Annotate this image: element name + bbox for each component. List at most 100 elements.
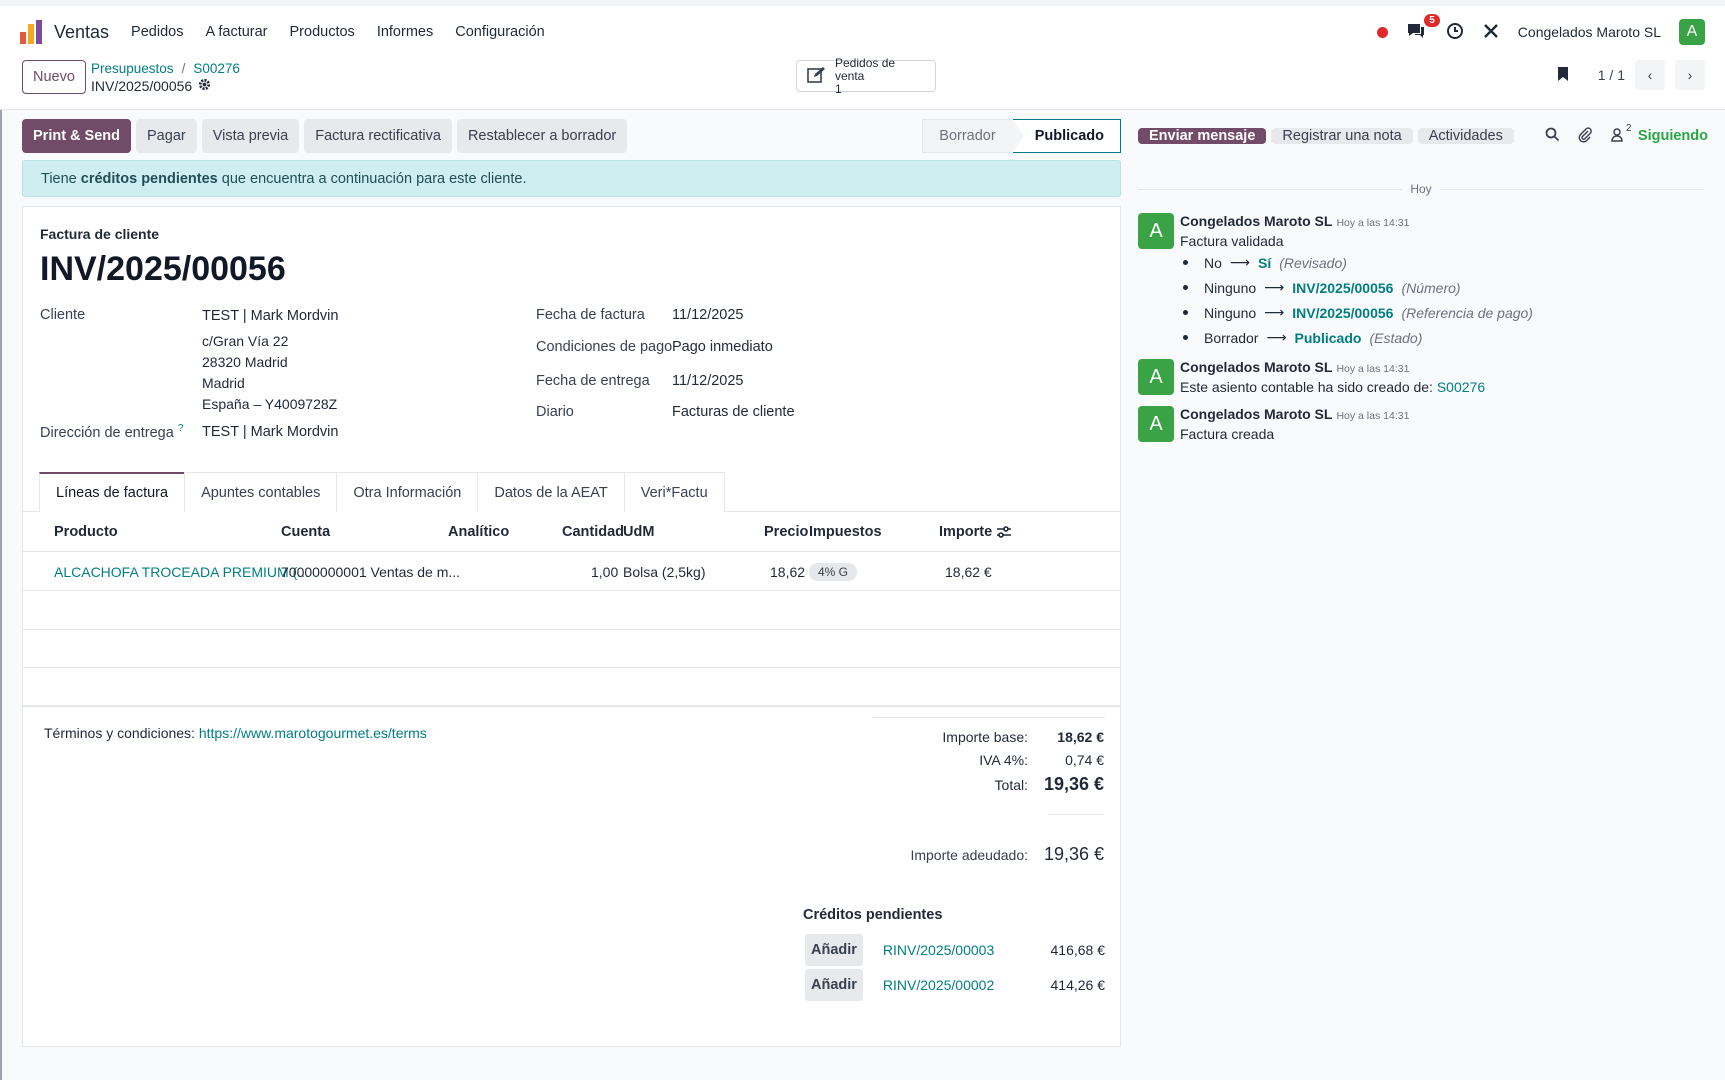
chatter-icons: 2	[1545, 123, 1631, 146]
gear-icon[interactable]	[198, 78, 211, 94]
message-time: Hoy a las 14:31	[1336, 217, 1410, 229]
line-account[interactable]: 70000000001 Ventas de m...	[281, 563, 461, 580]
tools-icon[interactable]	[1482, 22, 1500, 43]
arrow-right-icon: ⟶	[1229, 254, 1250, 270]
empty-row	[23, 668, 1120, 706]
optional-columns-icon[interactable]	[996, 512, 1012, 551]
credit-ref[interactable]: RINV/2025/00002	[882, 977, 995, 993]
breadcrumb-order[interactable]: S00276	[193, 61, 240, 76]
app-logo-icon[interactable]	[20, 20, 44, 44]
new-value: INV/2025/00056	[1292, 279, 1394, 296]
terms-link[interactable]: https://www.marotogourmet.es/terms	[198, 725, 427, 741]
chatter-topbar: Enviar mensaje Registrar una nota Activi…	[1138, 119, 1708, 153]
journal-value[interactable]: Facturas de cliente	[672, 404, 795, 420]
line-price[interactable]: 18,62	[770, 563, 806, 580]
menu-pedidos[interactable]: Pedidos	[131, 24, 184, 40]
add-credit-button[interactable]: Añadir	[805, 934, 863, 966]
message-author[interactable]: Congelados Maroto SL	[1180, 213, 1333, 229]
log-note-button[interactable]: Registrar una nota	[1271, 128, 1413, 144]
user-avatar[interactable]: A	[1679, 19, 1705, 45]
delivery-date-value[interactable]: 11/12/2025	[672, 373, 744, 389]
breadcrumb-presupuestos[interactable]: Presupuestos	[91, 61, 174, 76]
tab-aeat[interactable]: Datos de la AEAT	[477, 472, 625, 512]
line-quantity[interactable]: 1,00	[591, 563, 619, 580]
add-credit-button[interactable]: Añadir	[805, 969, 863, 1001]
col-taxes[interactable]: Impuestos	[809, 523, 882, 540]
top-menu: Pedidos A facturar Productos Informes Co…	[131, 24, 545, 40]
menu-informes[interactable]: Informes	[376, 24, 434, 40]
source-order-link[interactable]: S00276	[1436, 379, 1486, 395]
author-avatar[interactable]: A	[1138, 406, 1174, 442]
status-step-posted[interactable]: Publicado	[1011, 119, 1121, 153]
menu-configuracion[interactable]: Configuración	[455, 24, 545, 40]
tax-value: 0,74 €	[1065, 752, 1104, 768]
credit-ref[interactable]: RINV/2025/00003	[882, 942, 995, 958]
line-taxes[interactable]: 4% G	[809, 553, 858, 590]
new-button[interactable]: Nuevo	[22, 60, 86, 94]
followers-button[interactable]: 2	[1610, 123, 1631, 145]
chatter-message: A Congelados Maroto SL Hoy a las 14:31 Fa…	[1138, 213, 1708, 346]
customer-label: Cliente	[40, 307, 86, 323]
invoice-date-value[interactable]: 11/12/2025	[672, 307, 744, 323]
message-author[interactable]: Congelados Maroto SL	[1180, 406, 1333, 422]
reset-to-draft-button[interactable]: Restablecer a borrador	[456, 119, 628, 153]
activity-clock-icon[interactable]	[1446, 22, 1464, 43]
company-name[interactable]: Congelados Maroto SL	[1517, 24, 1661, 40]
pager-next-button[interactable]: ›	[1675, 60, 1705, 90]
col-quantity[interactable]: Cantidad	[562, 523, 625, 540]
help-icon[interactable]: ?	[177, 423, 184, 434]
line-amount[interactable]: 18,62 €	[945, 563, 992, 580]
col-price[interactable]: Precio	[764, 523, 809, 540]
following-button[interactable]: Siguiendo	[1637, 128, 1708, 144]
pager-value[interactable]: 1 / 1	[1597, 67, 1625, 83]
tab-verifactu[interactable]: Veri*Factu	[623, 472, 725, 512]
line-uom[interactable]: Bolsa (2,5kg)	[623, 563, 706, 580]
menu-productos[interactable]: Productos	[289, 24, 355, 40]
author-avatar[interactable]: A	[1138, 213, 1174, 249]
separator-line	[1138, 189, 1402, 190]
old-value: Ninguno	[1204, 279, 1257, 296]
terms-and-conditions: Términos y condiciones: https://www.maro…	[44, 725, 427, 741]
col-analytic[interactable]: Analítico	[448, 523, 510, 540]
pay-button[interactable]: Pagar	[136, 119, 197, 153]
tab-journal-items[interactable]: Apuntes contables	[184, 472, 338, 512]
payment-terms-value[interactable]: Pago inmediato	[672, 339, 773, 355]
search-icon[interactable]	[1545, 127, 1560, 145]
tracking-change: Ninguno ⟶ INV/2025/00056 (Número)	[1183, 279, 1461, 296]
col-uom[interactable]: UdM	[623, 523, 655, 540]
send-message-button[interactable]: Enviar mensaje	[1138, 128, 1267, 144]
journal-label: Diario	[536, 404, 574, 420]
status-step-draft[interactable]: Borrador	[922, 119, 1013, 153]
customer-link[interactable]: TEST | Mark Mordvin	[202, 308, 339, 324]
delivery-address-label: Dirección de entrega	[40, 424, 174, 441]
total-row: Total: 19,36 €	[908, 774, 1104, 795]
print-send-button[interactable]: Print & Send	[22, 119, 132, 153]
messages-icon[interactable]: 5	[1406, 14, 1440, 42]
bookmark-icon[interactable]	[1556, 66, 1570, 85]
bullet	[1183, 260, 1188, 265]
activities-button[interactable]: Actividades	[1417, 128, 1514, 144]
tax-label: IVA 4%:	[979, 752, 1028, 768]
chevron-left-icon: ‹	[1647, 67, 1653, 83]
pager-previous-button[interactable]: ‹	[1635, 60, 1665, 90]
col-product[interactable]: Producto	[54, 523, 118, 540]
arrow-right-icon: ⟶	[1264, 304, 1285, 320]
col-amount[interactable]: Importe	[939, 523, 993, 540]
recording-dot-icon[interactable]	[1376, 26, 1388, 38]
author-avatar[interactable]: A	[1138, 359, 1174, 395]
tab-invoice-lines[interactable]: Líneas de factura	[39, 472, 186, 512]
delivery-address-link[interactable]: TEST | Mark Mordvin	[202, 424, 339, 440]
paperclip-icon[interactable]	[1578, 126, 1592, 146]
col-account[interactable]: Cuenta	[281, 523, 331, 540]
notebook-tabs: Líneas de factura Apuntes contables Otra…	[39, 472, 725, 512]
bullet	[1183, 310, 1188, 315]
tab-other-info[interactable]: Otra Información	[336, 472, 479, 512]
line-product[interactable]: ALCACHOFA TROCEADA PREMIUM (...	[54, 563, 309, 580]
menu-a-facturar[interactable]: A facturar	[205, 24, 268, 40]
sale-orders-smart-button[interactable]: Pedidos de venta 1	[796, 56, 936, 95]
message-author[interactable]: Congelados Maroto SL	[1180, 359, 1333, 375]
app-name[interactable]: Ventas	[54, 21, 110, 42]
credit-note-button[interactable]: Factura rectificativa	[304, 119, 452, 153]
table-row[interactable]: ALCACHOFA TROCEADA PREMIUM (... 70000000…	[23, 553, 1120, 591]
preview-button[interactable]: Vista previa	[201, 119, 300, 153]
